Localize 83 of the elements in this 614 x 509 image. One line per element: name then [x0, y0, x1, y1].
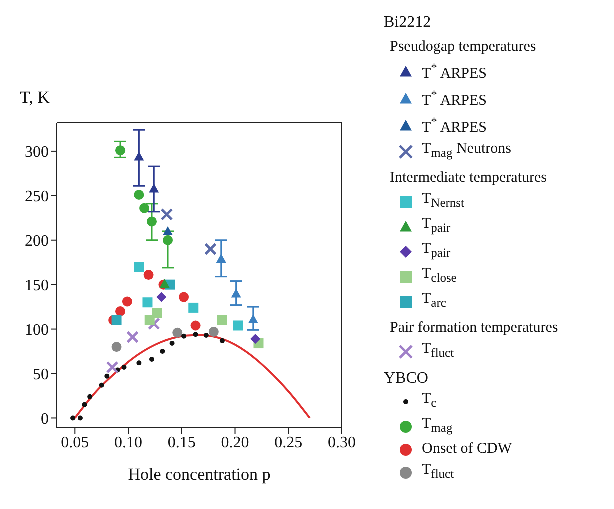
legend-label: T$_{arc}$ [422, 290, 446, 312]
point [179, 292, 190, 302]
point [248, 314, 258, 324]
point [170, 341, 175, 346]
point [147, 216, 157, 227]
legend-label: T$_{fluct}$ [422, 461, 454, 483]
point [134, 262, 144, 272]
x-tick-label: 0.25 [274, 434, 303, 452]
point [88, 394, 93, 400]
point [217, 315, 228, 326]
point [160, 208, 174, 221]
point [208, 326, 219, 337]
y-tick-label: 100 [25, 322, 49, 339]
y-axis-title: T, K [20, 88, 50, 108]
y-tick-label: 300 [25, 144, 49, 162]
legend-label: T$_{fluct}$ [422, 340, 454, 362]
x-tick-label: 0.05 [61, 434, 90, 452]
point [144, 315, 155, 326]
point [116, 306, 126, 317]
point [160, 349, 166, 354]
point [134, 190, 144, 200]
point [116, 146, 126, 156]
legend-label: T$^{*}$ ARPES [422, 60, 488, 84]
y-tick-label: 50 [33, 366, 49, 384]
x-axis-title: Hole concentration p [128, 465, 271, 484]
point [144, 270, 154, 280]
text: Bi2212 [384, 13, 432, 33]
point [134, 152, 144, 161]
x-tick-label: 0.10 [114, 434, 143, 452]
point [140, 203, 150, 214]
legend-label: T$_{mag}$ Neutrons [422, 140, 512, 162]
point [148, 318, 160, 330]
text: Pseudogap temperatures [390, 38, 538, 57]
legend-label: T$_{mag}$ [422, 415, 453, 437]
point [99, 382, 104, 388]
point [188, 302, 199, 313]
point [156, 292, 167, 302]
point [190, 320, 201, 331]
point [204, 243, 217, 256]
legend-label: T$_{c}$ [422, 390, 437, 412]
point [126, 331, 140, 344]
legend-label: T$^{*}$ ARPES [422, 114, 488, 138]
point [233, 320, 244, 331]
point [112, 342, 122, 352]
point [163, 226, 174, 236]
point [136, 360, 142, 366]
legend-label: T$_{Nernst}$ [422, 190, 464, 212]
point [193, 332, 198, 338]
point [163, 235, 174, 246]
point [112, 315, 122, 326]
y-tick-label: 250 [25, 188, 49, 206]
point [152, 308, 162, 318]
y-tick-label: 0 [41, 410, 49, 428]
point [70, 416, 76, 421]
point [204, 333, 209, 338]
x-tick-label: 0.20 [221, 434, 250, 452]
x-tick-label: 0.15 [168, 434, 196, 452]
y-tick-label: 150 [25, 278, 49, 295]
point [122, 365, 127, 370]
point [182, 334, 187, 339]
text: YBCO [384, 369, 430, 389]
point [172, 328, 183, 338]
point [78, 416, 83, 421]
point [104, 374, 110, 379]
y-tick-label: 200 [25, 233, 49, 250]
legend-label: T$_{pair}$ [422, 240, 451, 262]
point [150, 357, 154, 362]
point [142, 298, 153, 308]
legend-label: T$_{close}$ [422, 265, 457, 287]
point [122, 296, 132, 307]
point [82, 402, 88, 408]
legend-label: T$^{*}$ ARPES [422, 87, 488, 111]
point [216, 254, 226, 264]
point [250, 334, 261, 344]
point [149, 184, 160, 193]
point [220, 338, 225, 344]
point [231, 288, 242, 298]
x-tick-label: 0.30 [328, 434, 356, 452]
point [106, 361, 119, 374]
legend-label: T$_{pair}$ [422, 215, 451, 237]
text: Pair formation temperatures [390, 319, 558, 338]
text: Intermediate temperatures [390, 169, 548, 188]
legend-label: Onset of CDW [422, 440, 512, 459]
